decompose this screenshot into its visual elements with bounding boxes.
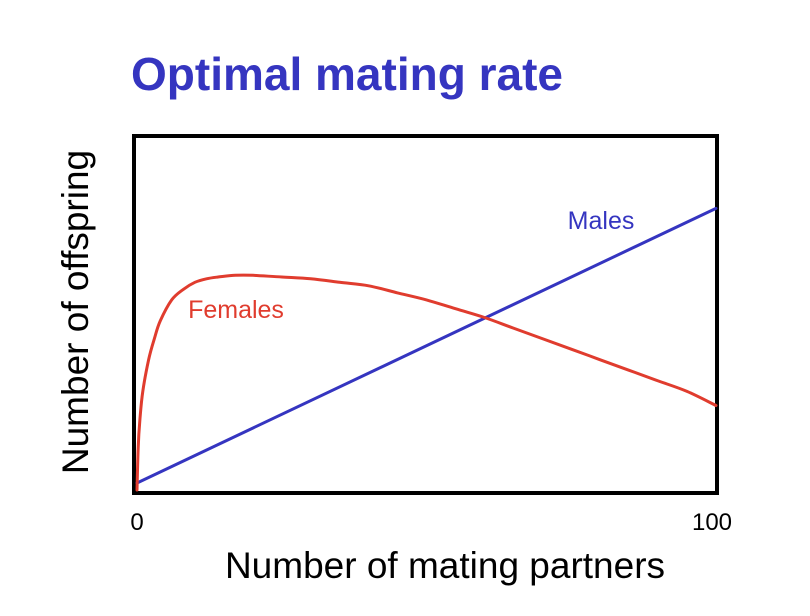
y-axis-label: Number of offspring	[55, 150, 96, 474]
x-axis-label: Number of mating partners	[225, 545, 665, 586]
series-layer	[135, 206, 718, 492]
x-axis-ticks: 0 100	[130, 509, 732, 536]
chart-title: Optimal mating rate	[131, 48, 563, 100]
x-tick-label: 100	[692, 509, 732, 536]
series-label-females: Females	[188, 296, 284, 324]
series-line-females	[135, 273, 718, 492]
series-labels: Males Females	[188, 207, 634, 324]
x-tick-label: 0	[130, 509, 143, 536]
series-line-males	[135, 206, 718, 485]
series-label-males: Males	[568, 207, 635, 235]
plot-frame	[132, 134, 719, 495]
